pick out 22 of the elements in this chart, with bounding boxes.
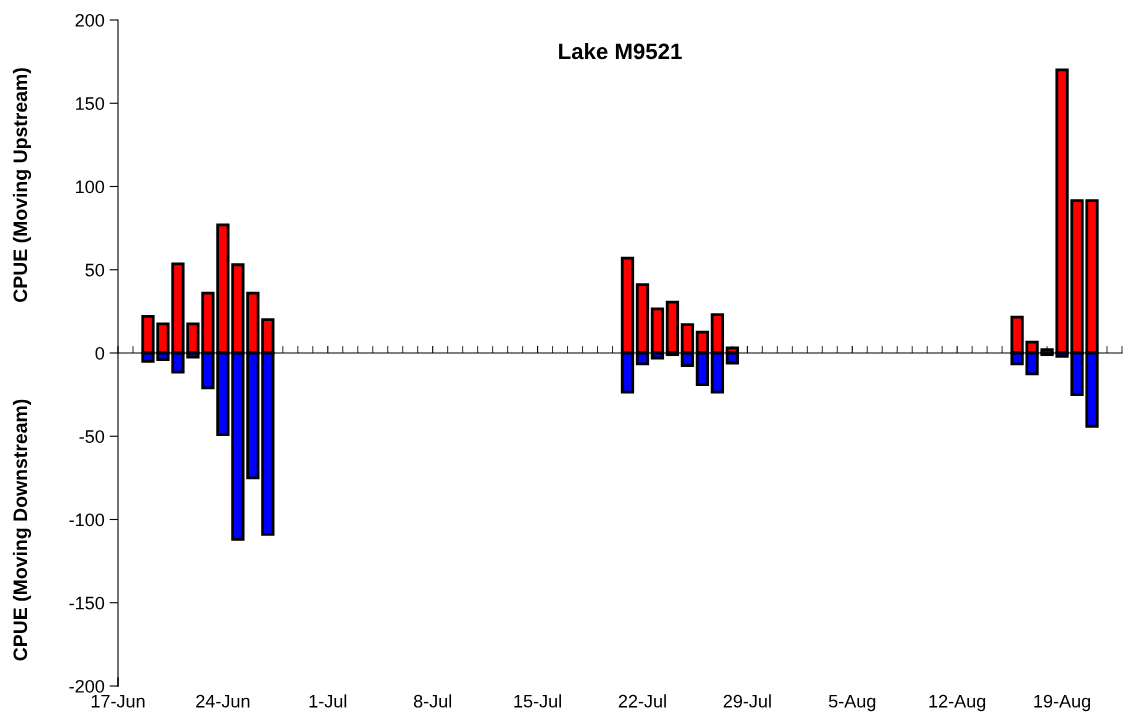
x-tick-label: 8-Jul [413, 694, 452, 708]
x-tick-label: 29-Jul [723, 694, 771, 708]
y-tick-label: -50 [79, 430, 105, 443]
y-tick-label: 0 [95, 346, 105, 360]
y-tick-label: 100 [76, 180, 105, 194]
x-tick-label: 22-Jul [618, 694, 666, 708]
text: Lake M9521 [559, 42, 682, 60]
y-tick-label: 50 [85, 263, 105, 277]
x-tick-label: 19-Aug [1034, 694, 1091, 712]
y-tick-label: 150 [76, 97, 105, 110]
x-tick-label: 15-Jul [514, 694, 561, 708]
x-tick-label: 1-Jul [309, 694, 347, 708]
y-axis-title: CPUE (Moving Upstream) [12, 68, 32, 302]
y-tick-label: 200 [75, 13, 105, 27]
x-tick-label: 17-Jun [91, 695, 145, 708]
x-tick-label: 24-Jun [196, 694, 250, 708]
y-tick-label: -150 [69, 596, 105, 610]
x-tick-label: 12-Aug [929, 694, 986, 712]
text: CPUE (Moving Downstream) [12, 399, 32, 661]
y-tick-label: -200 [69, 679, 105, 693]
y-tick-label: -100 [69, 513, 105, 527]
x-tick-label: 5-Aug [828, 695, 876, 712]
